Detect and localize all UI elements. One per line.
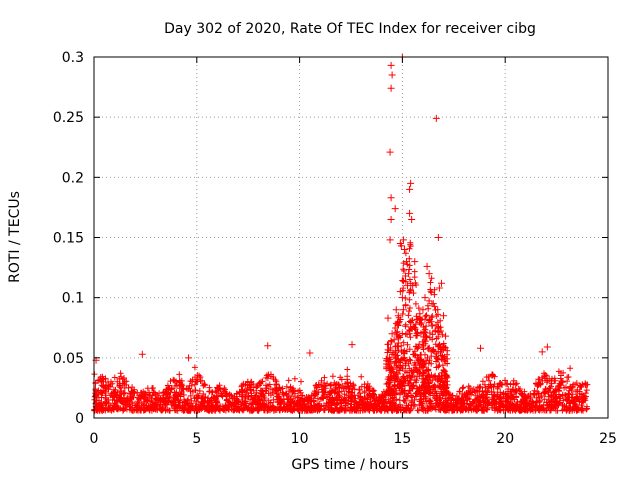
x-tick-label: 5 xyxy=(192,431,201,447)
data-point xyxy=(384,314,392,322)
noise-markers xyxy=(91,239,591,414)
data-point xyxy=(432,114,440,122)
data-point xyxy=(399,306,407,314)
data-point xyxy=(543,343,551,351)
data-point xyxy=(411,258,419,266)
data-point xyxy=(387,84,395,92)
x-tick-label: 0 xyxy=(90,431,99,447)
data-point xyxy=(403,258,411,266)
y-axis-ticks: 0 0.05 0.1 0.15 0.2 0.25 0.3 xyxy=(53,50,608,427)
data-point xyxy=(421,294,429,302)
x-tick-label: 25 xyxy=(599,431,617,447)
y-tick-label: 0.25 xyxy=(53,110,84,126)
data-point xyxy=(431,327,439,335)
y-tick-label: 0.1 xyxy=(62,291,84,307)
data-point xyxy=(348,341,356,349)
data-point xyxy=(388,71,396,79)
data-point xyxy=(185,354,193,362)
y-tick-label: 0.05 xyxy=(53,351,84,367)
y-tick-label: 0.3 xyxy=(62,50,84,66)
data-point xyxy=(387,215,395,223)
data-point xyxy=(399,236,407,244)
data-point xyxy=(440,312,448,320)
x-tick-label: 10 xyxy=(291,431,309,447)
data-point xyxy=(437,279,445,287)
data-point xyxy=(406,185,414,193)
data-point xyxy=(406,209,414,217)
x-axis-ticks: 0 5 10 15 20 25 xyxy=(90,57,617,447)
data-point xyxy=(442,332,450,340)
chart-title: Day 302 of 2020, Rate Of TEC Index for r… xyxy=(164,21,536,37)
data-point xyxy=(425,270,433,278)
data-point xyxy=(407,179,415,187)
data-point xyxy=(394,312,402,320)
x-tick-label: 15 xyxy=(393,431,411,447)
data-point xyxy=(264,342,272,350)
data-point xyxy=(387,194,395,202)
y-tick-label: 0.15 xyxy=(53,231,84,247)
data-point xyxy=(387,61,395,69)
data-point xyxy=(408,215,416,223)
data-point xyxy=(427,318,435,326)
data-point xyxy=(419,306,427,314)
data-point xyxy=(409,282,417,290)
data-point xyxy=(538,348,546,356)
y-tick-label: 0.2 xyxy=(62,170,84,186)
data-point xyxy=(386,236,394,244)
data-point xyxy=(434,234,442,241)
data-point xyxy=(396,288,404,296)
data-point xyxy=(417,330,425,338)
y-axis-title: ROTI / TECUs xyxy=(7,191,23,283)
x-axis-title: GPS time / hours xyxy=(291,457,408,473)
data-point xyxy=(477,344,485,352)
data-point xyxy=(138,350,146,358)
data-point xyxy=(397,242,405,250)
data-point xyxy=(306,349,314,357)
data-point xyxy=(390,336,398,344)
data-point xyxy=(429,300,437,308)
grid-lines xyxy=(94,57,608,418)
data-point xyxy=(398,294,406,302)
data-point xyxy=(423,262,431,270)
data-point xyxy=(401,272,409,280)
data-point xyxy=(411,324,419,332)
x-tick-label: 20 xyxy=(496,431,514,447)
data-points xyxy=(92,53,551,364)
data-point xyxy=(386,148,394,156)
noise-band xyxy=(91,239,591,414)
data-point xyxy=(391,205,399,213)
y-tick-label: 0 xyxy=(75,411,84,427)
data-point xyxy=(435,284,443,292)
data-point xyxy=(400,246,408,254)
data-point xyxy=(392,306,400,314)
data-point xyxy=(388,330,396,338)
